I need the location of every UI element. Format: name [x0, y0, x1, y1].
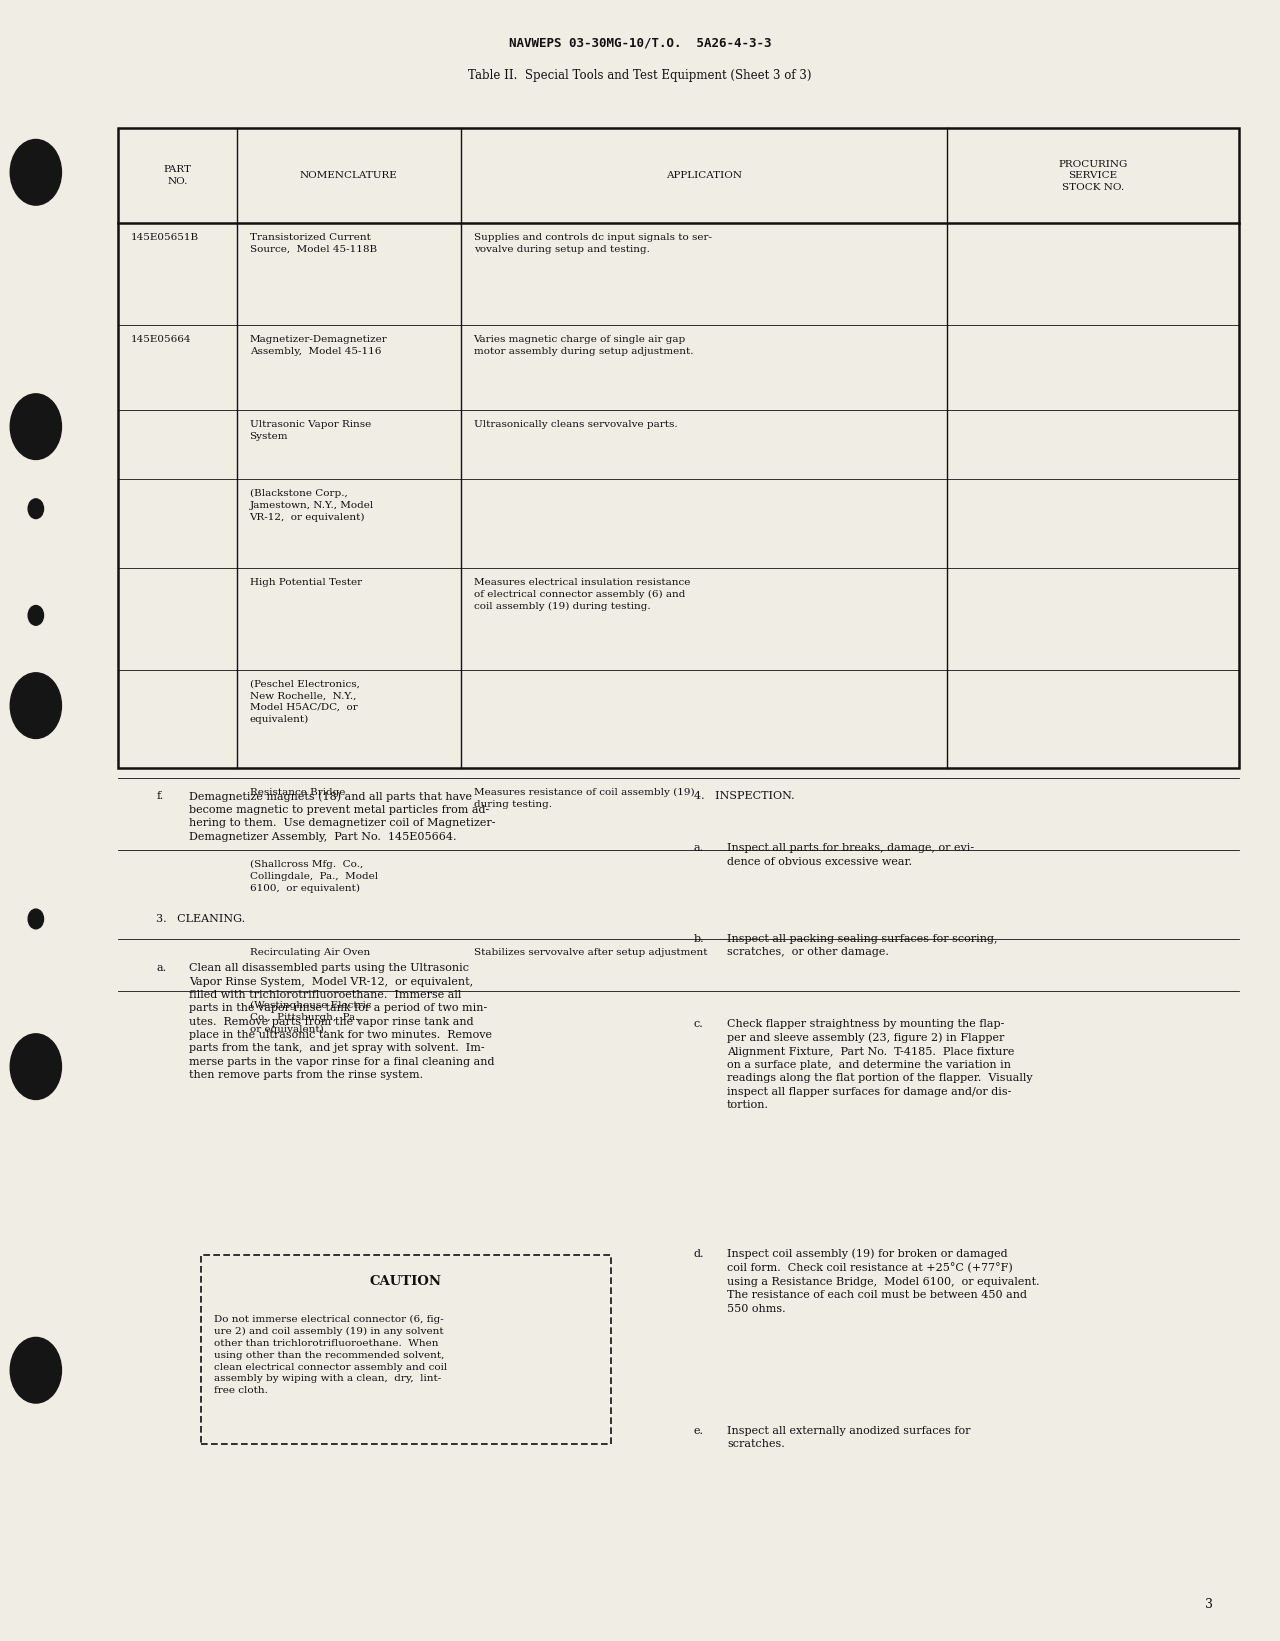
- Text: APPLICATION: APPLICATION: [666, 171, 742, 181]
- Circle shape: [10, 1034, 61, 1099]
- Text: (Peschel Electronics,
New Rochelle,  N.Y.,
Model H5AC/DC,  or
equivalent): (Peschel Electronics, New Rochelle, N.Y.…: [250, 679, 360, 724]
- Text: NAVWEPS 03-30MG-10/T.O.  5A26-4-3-3: NAVWEPS 03-30MG-10/T.O. 5A26-4-3-3: [508, 36, 772, 49]
- Text: PROCURING
SERVICE
STOCK NO.: PROCURING SERVICE STOCK NO.: [1059, 159, 1128, 192]
- Text: PART
NO.: PART NO.: [164, 166, 191, 185]
- Text: Transistorized Current
Source,  Model 45-118B: Transistorized Current Source, Model 45-…: [250, 233, 376, 254]
- Text: e.: e.: [694, 1426, 704, 1436]
- Text: d.: d.: [694, 1249, 704, 1259]
- Text: Measures electrical insulation resistance
of electrical connector assembly (6) a: Measures electrical insulation resistanc…: [474, 578, 690, 610]
- Text: Clean all disassembled parts using the Ultrasonic
Vapor Rinse System,  Model VR-: Clean all disassembled parts using the U…: [189, 963, 495, 1080]
- Text: Ultrasonic Vapor Rinse
System: Ultrasonic Vapor Rinse System: [250, 420, 371, 441]
- Text: f.: f.: [156, 791, 164, 801]
- Text: 3: 3: [1206, 1598, 1213, 1611]
- Text: CAUTION: CAUTION: [370, 1275, 442, 1288]
- Text: Supplies and controls dc input signals to ser-
vovalve during setup and testing.: Supplies and controls dc input signals t…: [474, 233, 712, 254]
- Text: 4.   INSPECTION.: 4. INSPECTION.: [694, 791, 795, 801]
- Text: Table II.  Special Tools and Test Equipment (Sheet 3 of 3): Table II. Special Tools and Test Equipme…: [468, 69, 812, 82]
- Circle shape: [10, 673, 61, 738]
- Text: Do not immerse electrical connector (6, fig-
ure 2) and coil assembly (19) in an: Do not immerse electrical connector (6, …: [214, 1314, 447, 1395]
- Text: Recirculating Air Oven: Recirculating Air Oven: [250, 948, 370, 957]
- Text: Demagnetize magnets (18) and all parts that have
become magnetic to prevent meta: Demagnetize magnets (18) and all parts t…: [189, 791, 495, 842]
- Circle shape: [28, 499, 44, 519]
- Text: (Westinghouse Electric
Co.,  Pittsburgh,  Pa.,
or equivalent).: (Westinghouse Electric Co., Pittsburgh, …: [250, 1001, 371, 1034]
- Text: Ultrasonically cleans servovalve parts.: Ultrasonically cleans servovalve parts.: [474, 420, 677, 428]
- Text: Inspect all externally anodized surfaces for
scratches.: Inspect all externally anodized surfaces…: [727, 1426, 970, 1449]
- Text: Varies magnetic charge of single air gap
motor assembly during setup adjustment.: Varies magnetic charge of single air gap…: [474, 335, 692, 356]
- Text: c.: c.: [694, 1019, 704, 1029]
- Text: Inspect coil assembly (19) for broken or damaged
coil form.  Check coil resistan: Inspect coil assembly (19) for broken or…: [727, 1249, 1039, 1314]
- Bar: [118, 128, 1239, 768]
- Text: NOMENCLATURE: NOMENCLATURE: [300, 171, 398, 181]
- Text: 3.   CLEANING.: 3. CLEANING.: [156, 914, 246, 924]
- Text: (Blackstone Corp.,
Jamestown, N.Y., Model
VR-12,  or equivalent): (Blackstone Corp., Jamestown, N.Y., Mode…: [250, 489, 374, 522]
- Text: High Potential Tester: High Potential Tester: [250, 578, 362, 586]
- Circle shape: [10, 1337, 61, 1403]
- Text: a.: a.: [156, 963, 166, 973]
- Text: Stabilizes servovalve after setup adjustment: Stabilizes servovalve after setup adjust…: [474, 948, 707, 957]
- Text: Inspect all packing sealing surfaces for scoring,
scratches,  or other damage.: Inspect all packing sealing surfaces for…: [727, 934, 997, 957]
- Text: Measures resistance of coil assembly (19)
during testing.: Measures resistance of coil assembly (19…: [474, 788, 694, 809]
- Circle shape: [10, 394, 61, 459]
- Bar: [201, 1255, 611, 1444]
- Text: Resistance Bridge: Resistance Bridge: [250, 788, 346, 796]
- Text: b.: b.: [694, 934, 704, 944]
- Circle shape: [10, 139, 61, 205]
- Text: (Shallcross Mfg.  Co.,
Collingdale,  Pa.,  Model
6100,  or equivalent): (Shallcross Mfg. Co., Collingdale, Pa., …: [250, 860, 378, 893]
- Text: 145E05651B: 145E05651B: [131, 233, 198, 241]
- Text: Magnetizer-Demagnetizer
Assembly,  Model 45-116: Magnetizer-Demagnetizer Assembly, Model …: [250, 335, 388, 356]
- Text: Check flapper straightness by mounting the flap-
per and sleeve assembly (23, fi: Check flapper straightness by mounting t…: [727, 1019, 1033, 1109]
- Circle shape: [28, 606, 44, 625]
- Text: Inspect all parts for breaks, damage, or evi-
dence of obvious excessive wear.: Inspect all parts for breaks, damage, or…: [727, 843, 974, 866]
- Text: 145E05664: 145E05664: [131, 335, 191, 343]
- Text: a.: a.: [694, 843, 704, 853]
- Circle shape: [28, 909, 44, 929]
